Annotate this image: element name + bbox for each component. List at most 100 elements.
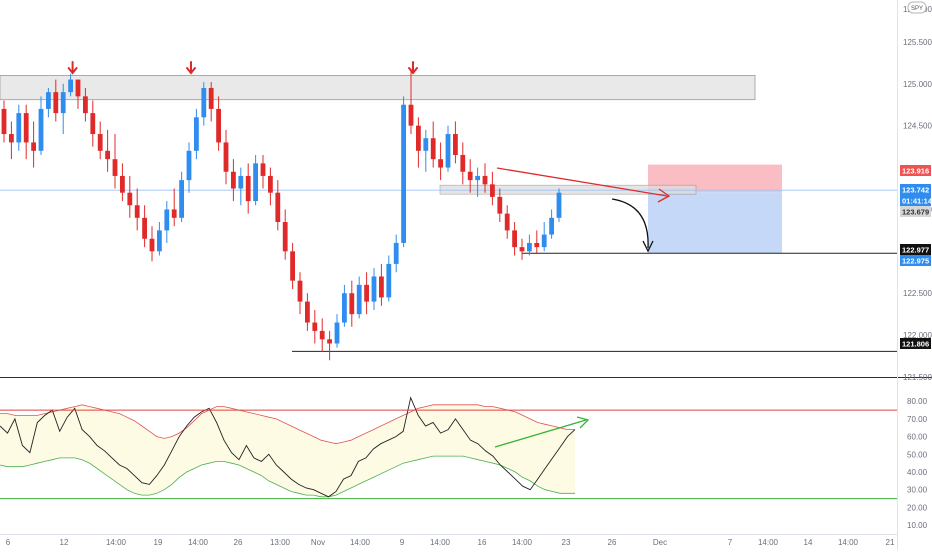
symbol-badge[interactable]	[907, 1, 927, 14]
candle-body[interactable]	[401, 104, 406, 243]
candle-body[interactable]	[416, 125, 421, 151]
take-profit-zone[interactable]	[648, 192, 782, 254]
candle-body[interactable]	[460, 154, 466, 172]
time-axis-label: 26	[234, 538, 243, 547]
rsi-axis-label: 40.00	[907, 468, 928, 477]
candle-body[interactable]	[23, 113, 29, 143]
candle-body[interactable]	[556, 192, 562, 218]
candle-body[interactable]	[46, 92, 51, 109]
candle-body[interactable]	[83, 96, 88, 114]
price-axis-label: 125.000	[903, 80, 932, 89]
candle-body[interactable]	[253, 163, 258, 202]
candle-body[interactable]	[475, 175, 480, 181]
candle-body[interactable]	[9, 134, 14, 143]
candle-body[interactable]	[223, 142, 229, 172]
candle-body[interactable]	[60, 92, 66, 114]
candle-body[interactable]	[120, 175, 125, 193]
candle-body[interactable]	[504, 213, 510, 231]
candle-body[interactable]	[342, 293, 347, 323]
candle-body[interactable]	[512, 230, 517, 248]
rsi-line[interactable]	[0, 396, 576, 498]
candle-body[interactable]	[275, 192, 281, 223]
resistance-zone[interactable]	[0, 75, 756, 101]
candle-body[interactable]	[430, 138, 436, 160]
candle-body[interactable]	[53, 92, 59, 114]
candle-body[interactable]	[238, 175, 244, 189]
candle-body[interactable]	[201, 87, 207, 118]
candle-body[interactable]	[90, 113, 96, 135]
candle-body[interactable]	[438, 159, 443, 168]
candle-body[interactable]	[364, 284, 369, 302]
rsi-divergence-line[interactable]	[494, 419, 587, 448]
candle-body[interactable]	[423, 138, 429, 151]
candle-body[interactable]	[312, 322, 318, 331]
price-axis-label: 124.500	[903, 122, 932, 131]
rsi-band-fill	[0, 404, 575, 497]
forecast-curve-arrow[interactable]	[611, 198, 649, 249]
time-axis-label: 7	[728, 538, 733, 547]
candle-body[interactable]	[16, 113, 22, 143]
candle-body[interactable]	[393, 242, 399, 264]
price-tag-label: 122.977	[902, 246, 929, 255]
candle-body[interactable]	[319, 330, 325, 340]
candle-body[interactable]	[171, 209, 177, 218]
peak-arrow-icon	[67, 61, 78, 75]
candle-body[interactable]	[527, 242, 532, 252]
candle-body[interactable]	[379, 276, 384, 298]
candle-body[interactable]	[112, 159, 118, 176]
time-axis-label: 21	[886, 538, 895, 547]
candle-body[interactable]	[75, 79, 81, 97]
rsi-axis-label: 50.00	[907, 450, 928, 459]
candle-body[interactable]	[445, 134, 451, 168]
candle-body[interactable]	[260, 163, 266, 176]
candle-body[interactable]	[194, 117, 199, 151]
candle-body[interactable]	[541, 234, 547, 248]
candle-body[interactable]	[408, 104, 414, 126]
candle-body[interactable]	[453, 134, 458, 155]
candle-body[interactable]	[386, 263, 392, 298]
candle-body[interactable]	[105, 150, 110, 160]
candle-body[interactable]	[519, 247, 525, 252]
trendline-lower-highs[interactable]	[496, 167, 668, 197]
candle-body[interactable]	[97, 134, 103, 151]
candle-body[interactable]	[467, 171, 473, 181]
candle-body[interactable]	[290, 251, 295, 281]
candle-body[interactable]	[1, 108, 7, 135]
candle-body[interactable]	[186, 150, 192, 181]
time-axis-label: 12	[60, 538, 69, 547]
entry-area-box[interactable]	[439, 184, 697, 195]
candle-body[interactable]	[371, 276, 377, 302]
candle-body[interactable]	[149, 238, 155, 252]
candle-body[interactable]	[245, 175, 251, 202]
candle-body[interactable]	[497, 196, 503, 214]
candle-body[interactable]	[127, 192, 133, 206]
candle-body[interactable]	[334, 322, 340, 344]
price-tag-label: 123.742	[902, 186, 929, 195]
candle-body[interactable]	[31, 142, 36, 151]
candle-body[interactable]	[305, 301, 310, 323]
candle-body[interactable]	[549, 217, 554, 235]
candle-body[interactable]	[356, 284, 362, 315]
candle-body[interactable]	[68, 79, 73, 93]
candle-body[interactable]	[134, 205, 140, 218]
candle-body[interactable]	[142, 217, 147, 239]
candle-body[interactable]	[164, 209, 170, 231]
candle-body[interactable]	[327, 339, 332, 344]
candle-body[interactable]	[157, 230, 162, 252]
forecast-arrowhead-icon	[642, 240, 654, 253]
candle-body[interactable]	[490, 184, 495, 197]
candle-body[interactable]	[534, 242, 540, 248]
candle-body[interactable]	[179, 180, 184, 218]
candle-body[interactable]	[282, 222, 288, 252]
candle-body[interactable]	[216, 108, 221, 143]
candle-body[interactable]	[482, 175, 488, 185]
candle-body[interactable]	[231, 171, 236, 189]
rsi-axis-label: 60.00	[907, 433, 928, 442]
candle-body[interactable]	[297, 280, 303, 302]
candle-body[interactable]	[38, 108, 44, 151]
candle-body[interactable]	[208, 87, 214, 109]
candle-body[interactable]	[349, 293, 355, 315]
candle-body[interactable]	[268, 175, 273, 193]
